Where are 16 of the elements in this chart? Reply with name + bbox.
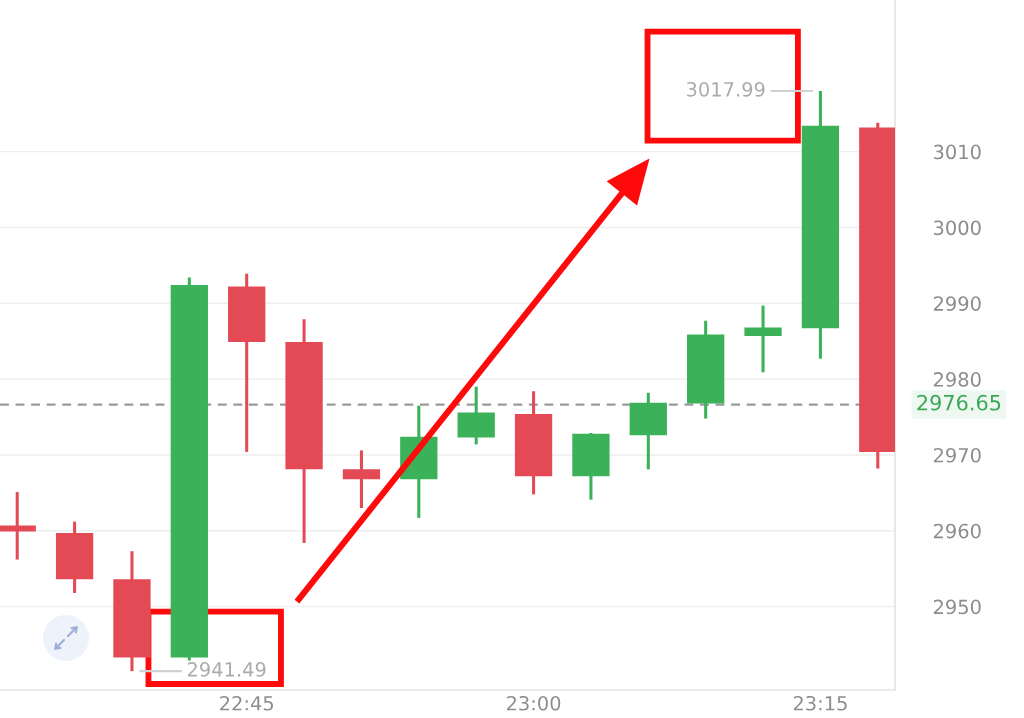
x-tick-label: 23:15 xyxy=(793,695,847,711)
candlestick xyxy=(744,305,782,373)
x-tick-label: 22:45 xyxy=(220,695,274,711)
y-tick-label: 2980 xyxy=(933,372,981,387)
annotation: 2941.49 xyxy=(187,662,266,677)
y-tick-label: 2990 xyxy=(933,296,981,311)
y-tick-label: 2970 xyxy=(933,447,981,463)
annotation: 3017.99 xyxy=(686,82,765,97)
y-tick-label: 3000 xyxy=(933,220,981,236)
ref-line-label: 2976.65 xyxy=(917,394,1001,411)
y-tick-label: 3010 xyxy=(933,144,981,160)
x-tick-label: 23:00 xyxy=(506,695,561,711)
y-tick-label: 2960 xyxy=(933,523,981,539)
candlestick xyxy=(342,450,381,509)
y-tick-label: 2950 xyxy=(933,599,981,615)
candlestick xyxy=(0,492,36,560)
